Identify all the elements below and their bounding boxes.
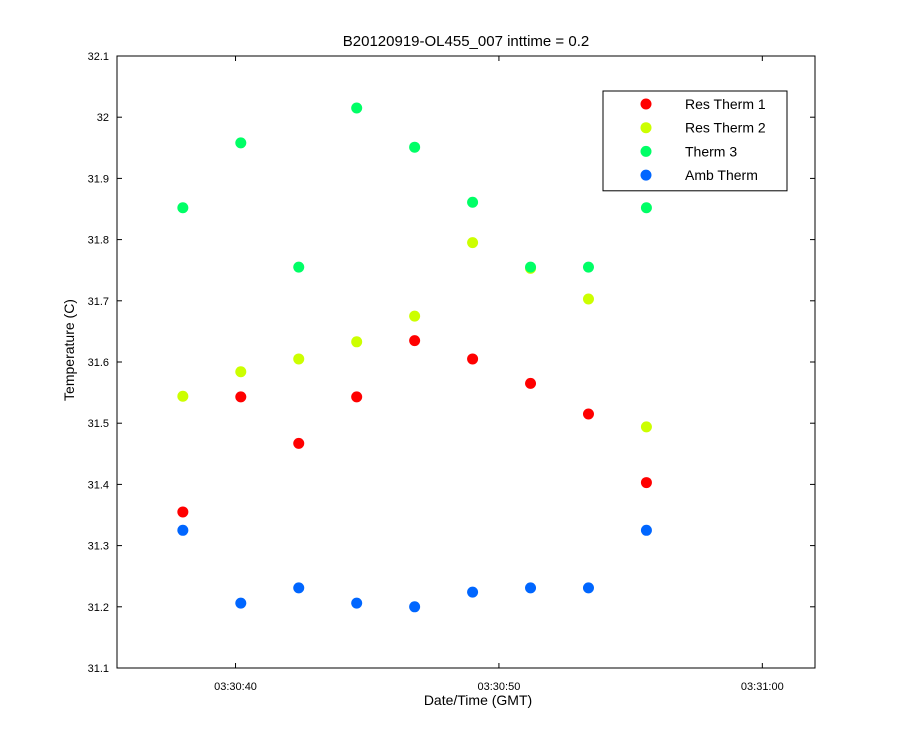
data-point xyxy=(640,202,652,214)
data-point xyxy=(409,141,421,153)
data-point xyxy=(467,237,479,249)
data-point xyxy=(640,421,652,433)
data-point xyxy=(351,597,363,609)
y-tick-label: 31.5 xyxy=(88,418,109,430)
data-point xyxy=(525,582,537,594)
data-point xyxy=(351,102,363,114)
legend-marker xyxy=(640,169,652,181)
chart-title: B20120919-OL455_007 inttime = 0.2 xyxy=(343,33,589,50)
y-tick-label: 31.1 xyxy=(88,663,109,675)
data-point xyxy=(177,390,189,402)
data-point xyxy=(177,524,189,536)
y-tick-label: 31.7 xyxy=(88,296,109,308)
legend-box xyxy=(602,90,788,192)
data-point xyxy=(293,437,305,449)
data-point xyxy=(235,137,247,149)
data-point xyxy=(409,335,421,347)
y-tick-label: 32 xyxy=(97,112,109,124)
data-point xyxy=(293,353,305,365)
data-point xyxy=(409,601,421,613)
legend-marker xyxy=(640,145,652,157)
y-tick-label: 31.6 xyxy=(88,357,109,369)
legend-marker xyxy=(640,98,652,110)
data-point xyxy=(525,261,537,273)
data-point xyxy=(640,477,652,489)
data-point xyxy=(582,408,594,420)
data-point xyxy=(235,597,247,609)
data-point xyxy=(467,196,479,208)
y-axis-label: Temperature (C) xyxy=(61,299,77,401)
data-point xyxy=(467,353,479,365)
x-tick-label: 03:31:00 xyxy=(741,681,784,693)
data-point xyxy=(293,582,305,594)
data-point xyxy=(640,524,652,536)
x-tick-label: 03:30:40 xyxy=(214,681,257,693)
legend-label: Res Therm 2 xyxy=(685,120,766,136)
data-point xyxy=(177,202,189,214)
data-point xyxy=(582,293,594,305)
data-point xyxy=(582,582,594,594)
x-tick-label: 03:30:50 xyxy=(478,681,521,693)
legend-label: Amb Therm xyxy=(685,167,758,183)
y-tick-label: 31.8 xyxy=(88,235,109,247)
data-point xyxy=(525,377,537,389)
data-point xyxy=(351,336,363,348)
y-tick-label: 31.9 xyxy=(88,173,109,185)
data-point xyxy=(235,366,247,378)
data-point xyxy=(351,391,363,403)
y-tick-label: 31.2 xyxy=(88,602,109,614)
data-point xyxy=(235,391,247,403)
data-point xyxy=(177,506,189,518)
y-tick-label: 32.1 xyxy=(88,51,109,63)
data-point xyxy=(293,261,305,273)
legend-label: Res Therm 1 xyxy=(685,96,766,112)
y-tick-label: 31.4 xyxy=(88,479,109,491)
legend-label: Therm 3 xyxy=(685,143,737,159)
x-axis-label: Date/Time (GMT) xyxy=(424,692,532,708)
legend-marker xyxy=(640,122,652,134)
data-point xyxy=(467,586,479,598)
data-point xyxy=(582,261,594,273)
data-point xyxy=(409,310,421,322)
y-tick-label: 31.3 xyxy=(88,541,109,553)
